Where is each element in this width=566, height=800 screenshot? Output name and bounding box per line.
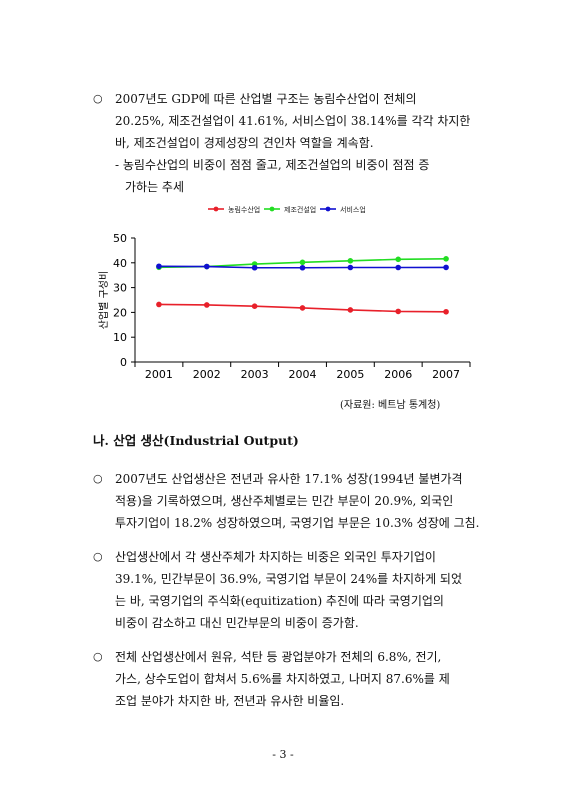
bullet-symbol: ○ (93, 472, 103, 485)
chart-axes: 0 10 20 30 40 50 2001 2002 2003 2004 2005 2006 2007 산… (97, 232, 471, 381)
data-point (251, 303, 258, 309)
y-tick-label: 50 (113, 232, 127, 245)
data-point (156, 301, 162, 308)
data-point (347, 258, 354, 264)
intro-line: 2007년도 GDP에 따른 산업별 구조는 농림수산업이 전체의 (115, 92, 417, 106)
data-point (299, 259, 306, 266)
y-tick-label: 10 (113, 331, 127, 344)
paragraph-sector-share: 전체 산업생산에서 원유, 석탄 등 광업분야가 전체의 6.8%, 전기, 가… (93, 646, 488, 712)
x-tick-label: 2006 (384, 368, 412, 381)
paragraph-industrial-growth: 2007년도 산업생산은 전년과 유사한 17.1% 성장(1994년 불변가격… (93, 468, 488, 534)
legend-label: 서비스업 (340, 205, 366, 214)
x-tick-label: 2004 (289, 368, 317, 381)
x-tick-label: 2002 (193, 368, 221, 381)
y-tick-label: 40 (113, 257, 127, 270)
paragraph-line: 39.1%, 민간부문이 36.9%, 국영기업 부문이 24%를 차지하게 되… (115, 572, 463, 586)
x-tick-label: 2001 (145, 368, 173, 381)
data-point (395, 256, 402, 263)
data-point (203, 263, 210, 270)
data-point (443, 308, 449, 315)
y-tick-label: 30 (113, 282, 127, 295)
data-point (395, 308, 402, 315)
bullet-symbol: ○ (93, 92, 103, 105)
x-tick-label: 2007 (432, 368, 460, 381)
data-point (443, 264, 449, 271)
data-point (347, 264, 354, 271)
x-tick-label: 2003 (241, 368, 269, 381)
paragraph-line: 적용)을 기록하였으며, 생산주체별로는 민간 부문이 20.9%, 외국인 (115, 494, 454, 508)
legend-label: 제조건설업 (284, 205, 316, 214)
bullet-symbol: ○ (93, 650, 103, 663)
y-axis-label: 산업별 구성비 (97, 271, 110, 329)
legend-marker-2 (325, 206, 331, 212)
chart-legend: 농림수산업 제조건설업 서비스업 (208, 205, 366, 214)
paragraph-line: 투자기업이 18.2% 성장하였으며, 국영기업 부문은 10.3% 성장에 그… (115, 516, 480, 530)
intro-line: 바, 제조건설업이 경제성장의 견인차 역할을 계속함. (115, 136, 374, 150)
paragraph-line: 전체 산업생산에서 원유, 석탄 등 광업분야가 전체의 6.8%, 전기, (115, 650, 442, 664)
page-number: - 3 - (272, 748, 294, 761)
y-tick-label: 0 (120, 356, 127, 369)
x-tick-label: 2005 (336, 368, 364, 381)
paragraph-line: 2007년도 산업생산은 전년과 유사한 17.1% 성장(1994년 불변가격 (115, 472, 463, 486)
data-point (156, 263, 162, 270)
legend-marker-0 (213, 206, 219, 212)
intro-line: 20.25%, 제조건설업이 41.61%, 서비스업이 38.14%를 각각 … (115, 114, 471, 128)
data-point (299, 305, 306, 311)
data-point (347, 307, 354, 313)
paragraph-line: 는 바, 국영기업의 주식화(equitization) 추진에 따라 국영기업… (115, 594, 444, 608)
data-point (251, 264, 258, 271)
intro-paragraph: 2007년도 GDP에 따른 산업별 구조는 농림수산업이 전체의 20.25%… (93, 88, 488, 198)
data-point (299, 264, 306, 271)
paragraph-producer-share: 산업생산에서 각 생산주체가 차지하는 비중은 외국인 투자기업이 39.1%,… (93, 546, 488, 634)
legend-marker-1 (269, 206, 275, 212)
data-point (443, 256, 449, 262)
bullet-symbol: ○ (93, 550, 103, 563)
paragraph-line: 산업생산에서 각 생산주체가 차지하는 비중은 외국인 투자기업이 (115, 550, 436, 564)
paragraph-line: 비중이 감소하고 대신 민간부문의 비중이 증가함. (115, 616, 359, 630)
chart-series (156, 256, 449, 315)
data-point (395, 264, 402, 271)
paragraph-line: 가스, 상수도업이 합쳐서 5.6%를 차지하였고, 나머지 87.6%를 제 (115, 672, 450, 686)
section-heading: 나. 산업 생산(Industrial Output) (93, 433, 299, 448)
intro-sub-line: - 농림수산업의 비중이 점점 줄고, 제조건설업의 비중이 점점 증 (115, 158, 430, 172)
data-point (203, 302, 210, 308)
industry-structure-chart: 농림수산업 제조건설업 서비스업 0 10 20 30 40 50 2001 2002 2003 20… (97, 205, 471, 381)
y-tick-label: 20 (113, 306, 127, 319)
chart-source-note: (자료원: 베트남 통계청) (340, 400, 441, 411)
legend-label: 농림수산업 (228, 205, 260, 214)
intro-sub-line: 가하는 추세 (125, 180, 185, 194)
paragraph-line: 조업 분야가 차지한 바, 전년과 유사한 비율임. (115, 694, 345, 708)
